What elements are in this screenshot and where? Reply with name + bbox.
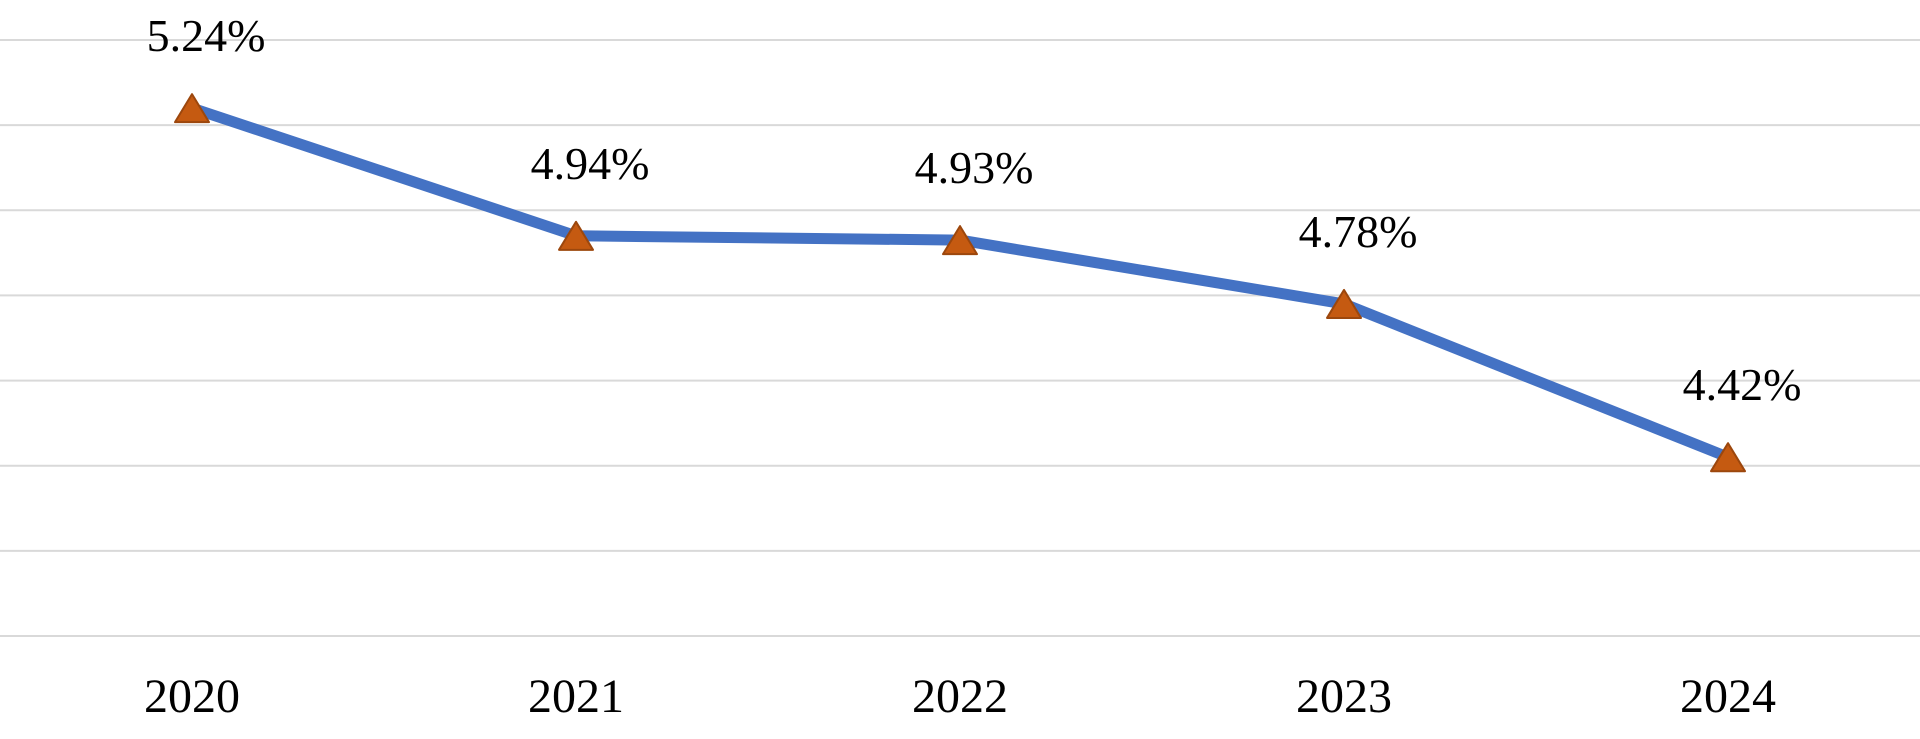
data-point-marker (1326, 288, 1362, 319)
data-label: 4.93% (915, 142, 1034, 193)
data-label: 4.42% (1683, 359, 1802, 410)
x-axis-label: 2024 (1680, 670, 1776, 723)
data-label: 4.94% (531, 138, 650, 189)
x-axis-label: 2023 (1296, 670, 1392, 723)
data-point-marker (1710, 442, 1746, 473)
data-point-marker (558, 220, 594, 251)
data-label: 5.24% (147, 10, 266, 61)
data-label: 4.78% (1299, 206, 1418, 257)
x-axis-label: 2022 (912, 670, 1008, 723)
x-axis-label: 2020 (144, 670, 240, 723)
x-axis-label: 2021 (528, 670, 624, 723)
data-point-marker (174, 93, 210, 124)
data-point-marker (942, 225, 978, 256)
